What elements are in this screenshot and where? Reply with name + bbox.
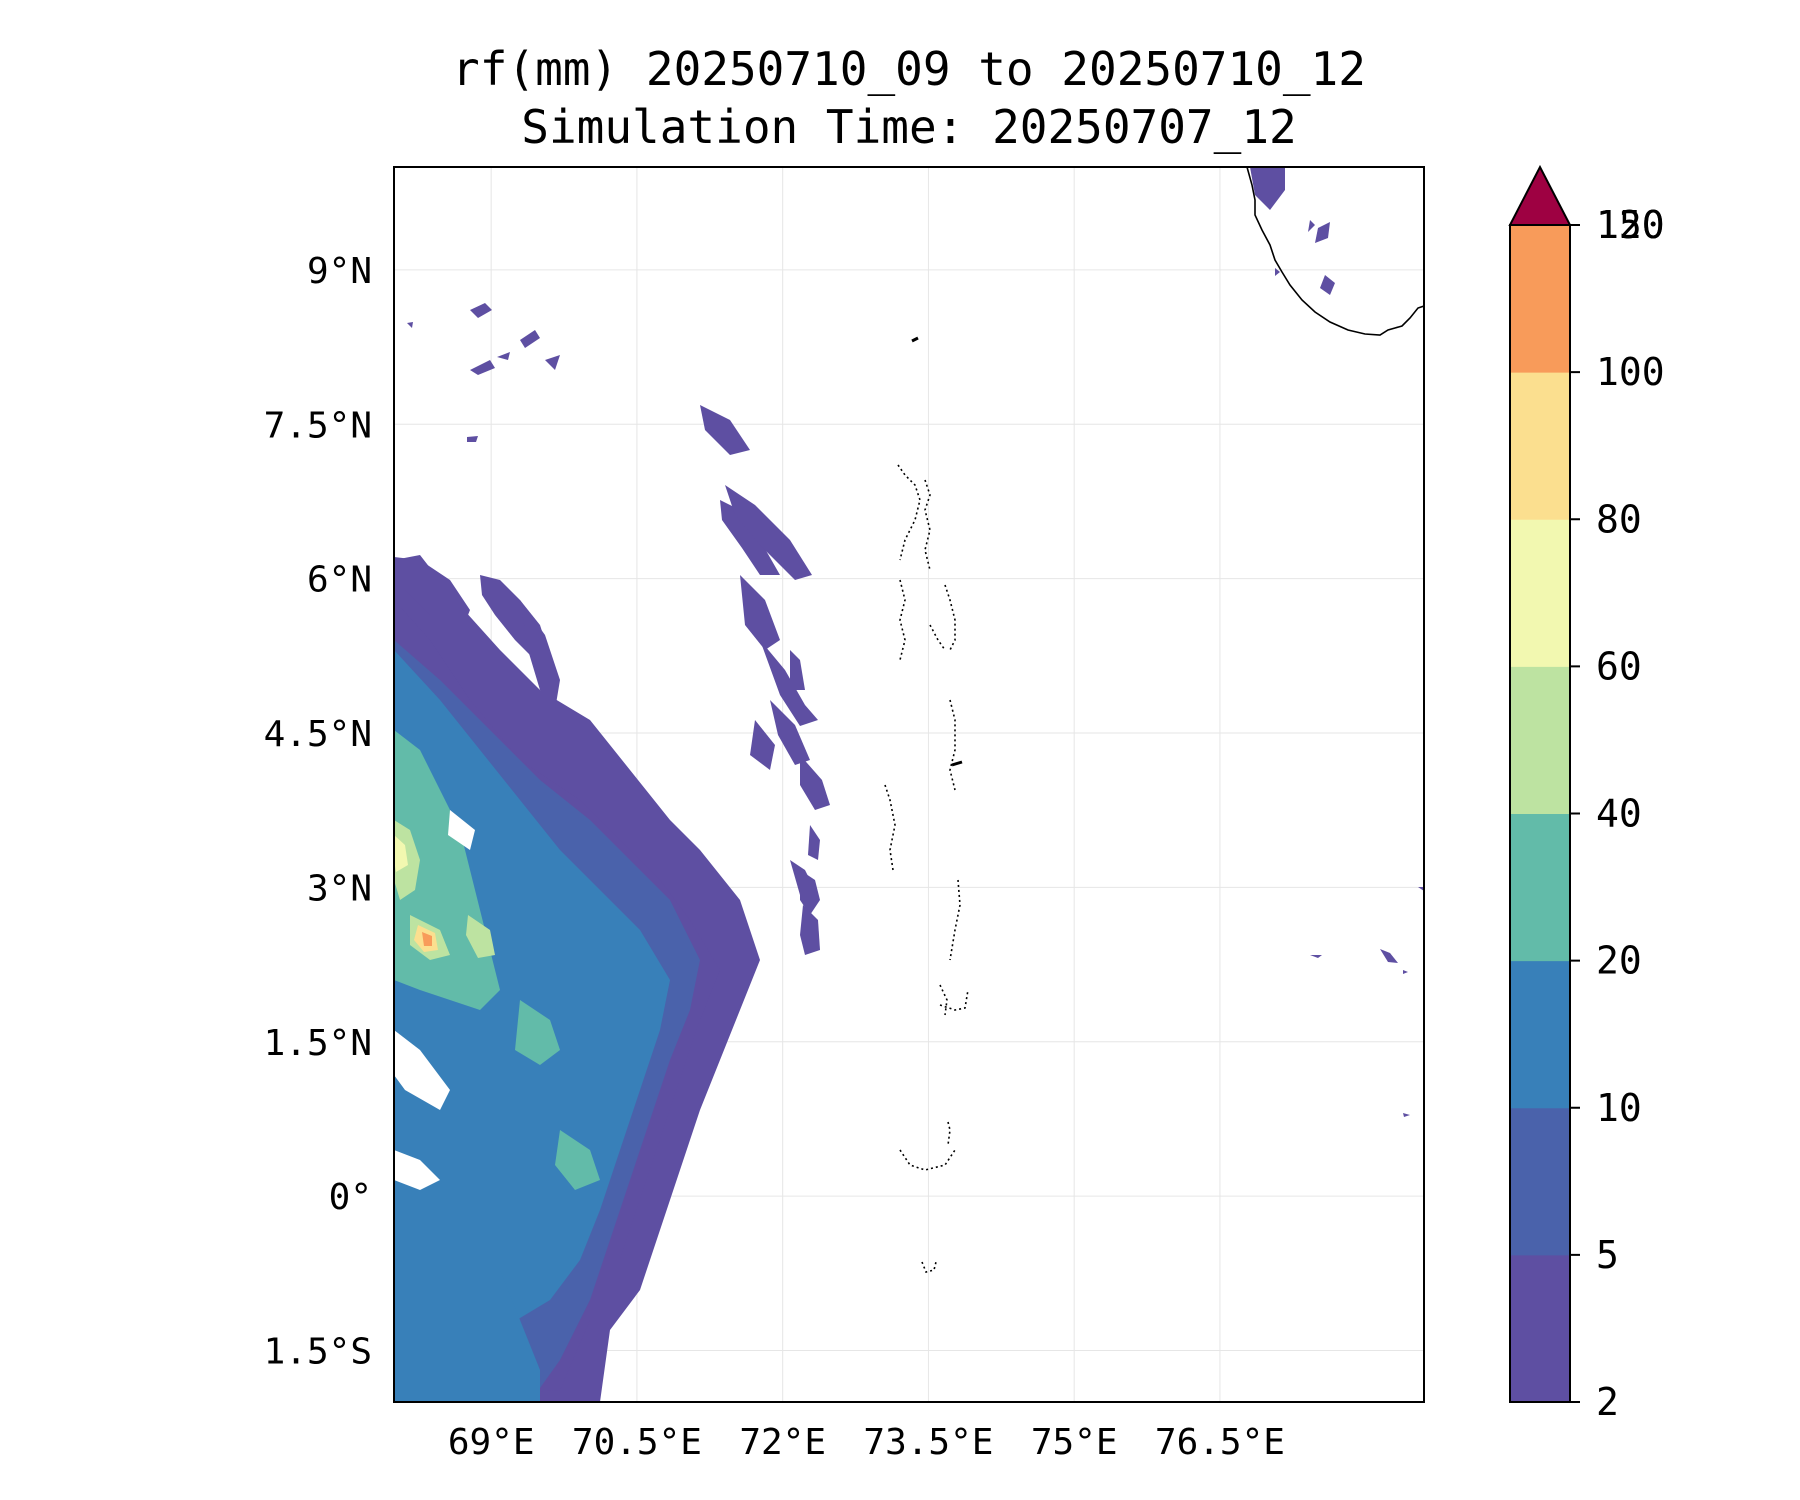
y-tick-label: 9°N xyxy=(307,251,372,292)
x-tick-label: 75°E xyxy=(1031,1422,1118,1463)
rain-contour-2-5 xyxy=(800,905,820,955)
colorbar-extend-max xyxy=(1508,164,1572,226)
colorbar-label: 100 xyxy=(1596,350,1665,394)
colorbar-bin xyxy=(1510,225,1570,373)
colorbar-label: 60 xyxy=(1596,644,1642,688)
rain-contour-2-5 xyxy=(700,405,750,455)
rain-contour-2-5 xyxy=(394,557,470,635)
rain-contour-2-5 xyxy=(1275,268,1280,276)
y-tick-label: 1.5°S xyxy=(264,1332,372,1373)
x-tick-label: 72°E xyxy=(739,1422,826,1463)
rain-contour-2-5 xyxy=(725,485,812,580)
rain-contour-2-5 xyxy=(800,755,830,810)
colorbar-label: 120 xyxy=(1596,203,1665,247)
rain-contour-2-5 xyxy=(770,700,810,765)
y-tick-label: 1.5°N xyxy=(264,1023,372,1064)
rain-contour-2-5 xyxy=(1403,1113,1410,1117)
rain-contour-2-5 xyxy=(740,575,780,650)
x-tick-label: 73.5°E xyxy=(863,1422,993,1463)
rain-contour-2-5 xyxy=(1308,220,1315,232)
rain-contour-20-40 xyxy=(555,1130,600,1190)
colorbar-label: 80 xyxy=(1596,497,1642,541)
rain-contour-2-5 xyxy=(470,360,495,375)
y-tick-label: 3°N xyxy=(307,868,372,909)
rain-contour-2-5 xyxy=(750,720,775,770)
rain-contour-10-20 xyxy=(394,1160,540,1402)
colorbar-label: 5 xyxy=(1596,1233,1619,1277)
rain-contour-2-5 xyxy=(520,600,560,710)
colorbar-label: 40 xyxy=(1596,792,1642,836)
rain-contour-2-5 xyxy=(497,352,510,360)
rain-contour-2-5 xyxy=(1380,949,1398,963)
chart-subtitle: Simulation Time: 20250707_12 xyxy=(521,100,1297,154)
colorbar-label: 2 xyxy=(1596,1380,1619,1424)
rain-contour-2-5 xyxy=(1418,887,1424,891)
rain-contour-2-5 xyxy=(1315,222,1330,243)
rain-contour-2-5 xyxy=(760,640,818,726)
coastline xyxy=(1246,167,1424,336)
y-tick-label: 0° xyxy=(329,1177,372,1218)
x-tick-label: 70.5°E xyxy=(572,1422,702,1463)
rain-contour-2-5 xyxy=(470,303,492,318)
y-axis-ticks: 9°N 7.5°N 6°N 4.5°N 3°N 1.5°N 0° 1.5°S xyxy=(264,251,372,1373)
rainfall-field xyxy=(394,167,1424,1402)
rain-contour-2-5 xyxy=(1250,167,1285,210)
rain-contour-100-120 xyxy=(422,932,432,946)
rain-contour-2-5 xyxy=(1320,275,1335,295)
colorbar-bin xyxy=(1510,666,1570,814)
y-tick-label: 6°N xyxy=(307,560,372,601)
colorbar-bin xyxy=(1510,960,1570,1109)
rain-contour-2-5 xyxy=(1403,970,1408,974)
rain-contour-2-5 xyxy=(808,825,820,860)
colorbar-label: 150 xyxy=(1596,203,1665,247)
x-tick-label: 76.5°E xyxy=(1155,1422,1285,1463)
x-axis-ticks: 69°E 70.5°E 72°E 73.5°E 75°E 76.5°E xyxy=(448,1422,1285,1463)
rain-contour-2-5 xyxy=(790,650,805,690)
rain-contour-2-5 xyxy=(520,330,540,348)
y-tick-label: 4.5°N xyxy=(264,714,372,755)
rain-contour-2-5 xyxy=(1310,955,1322,958)
colorbar-bin xyxy=(1510,519,1570,667)
rain-contour-2-5 xyxy=(545,355,560,370)
rain-contour-2-5 xyxy=(720,500,780,575)
colorbar-bin xyxy=(1510,372,1570,520)
rain-contour-2-5 xyxy=(800,870,820,915)
y-tick-label: 7.5°N xyxy=(264,405,372,446)
maldives-islands xyxy=(884,464,969,1273)
rain-contour-60-80 xyxy=(394,835,408,872)
x-tick-label: 69°E xyxy=(448,1422,535,1463)
colorbar-label: 10 xyxy=(1596,1086,1642,1130)
rain-contour-40-60 xyxy=(466,915,495,958)
colorbar-label: 20 xyxy=(1596,939,1642,983)
colorbar-bin xyxy=(1510,813,1570,962)
rain-contour-20-40 xyxy=(515,1000,560,1065)
chart-title: rf(mm) 20250710_09 to 20250710_12 xyxy=(452,42,1366,96)
rain-contour-2-5 xyxy=(467,436,478,442)
rain-contour-2-5 xyxy=(407,322,413,328)
map-frame xyxy=(393,166,1425,1403)
colorbar-bin xyxy=(1510,1254,1570,1403)
colorbar-bin xyxy=(1510,1107,1570,1256)
